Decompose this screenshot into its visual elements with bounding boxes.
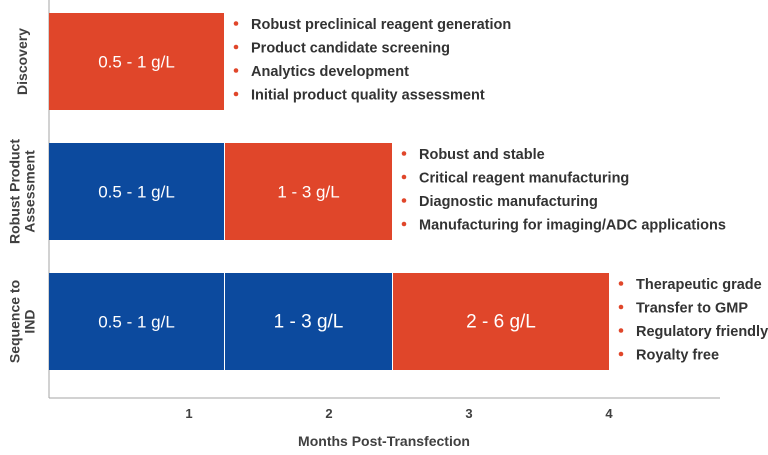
row-label: Robust ProductAssessment (7, 139, 38, 244)
bar-segment-completed (49, 273, 224, 370)
bar-segment-label: 0.5 - 1 g/L (98, 313, 175, 332)
bullet-item: Analytics development (251, 64, 409, 80)
x-tick-labels: 1 2 3 4 (185, 406, 613, 421)
x-axis-title: Months Post-Transfection (298, 433, 470, 449)
bullet-item: Transfer to GMP (636, 301, 748, 317)
x-tick-label: 3 (465, 406, 472, 421)
bar-segment-label: 0.5 - 1 g/L (98, 53, 175, 72)
bar-segment-current (393, 273, 609, 370)
row-labels: Discovery Robust ProductAssessment Sequenc… (7, 28, 38, 363)
bar-segment-completed (225, 273, 392, 370)
bullet-dot (618, 304, 624, 310)
bullet-dot (233, 91, 239, 97)
bullet-dot (401, 221, 407, 227)
x-tick-label: 4 (605, 406, 613, 421)
bullet-lists: Robust preclinical reagent generation Pro… (233, 17, 768, 364)
bar-segment-completed (49, 143, 224, 240)
bar-segment-label: 1 - 3 g/L (274, 312, 344, 333)
bullet-item: Regulatory friendly (636, 324, 768, 340)
bullet-dot (233, 44, 239, 50)
bullet-item: Initial product quality assessment (251, 88, 485, 104)
bars-group: 0.5 - 1 g/L 0.5 - 1 g/L 1 - 3 g/L 0.5 - 1 g… (49, 13, 609, 370)
bullet-dot (618, 281, 624, 286)
bullet-item: Robust and stable (419, 147, 545, 163)
row-label: Discovery (14, 28, 30, 95)
bullet-dot (233, 21, 239, 26)
bullet-item: Robust preclinical reagent generation (251, 17, 511, 33)
x-tick-label: 2 (325, 406, 332, 421)
bullet-item: Therapeutic grade (636, 277, 762, 293)
bullet-item: Critical reagent manufacturing (419, 171, 629, 187)
bullet-dot (401, 151, 407, 156)
row-label: Sequence toIND (7, 280, 38, 363)
bar-segment-label: 1 - 3 g/L (277, 183, 339, 202)
bullet-dot (233, 68, 239, 73)
bullet-dot (618, 328, 624, 333)
bar-segment-label: 0.5 - 1 g/L (98, 183, 175, 202)
bullet-item: Royalty free (636, 348, 719, 364)
bullet-item: Product candidate screening (251, 41, 450, 57)
bar-segment-current (225, 143, 392, 240)
bar-segment-current (49, 13, 224, 110)
bullet-dot (618, 351, 624, 357)
bullet-item: Diagnostic manufacturing (419, 194, 598, 210)
bullet-dot (401, 198, 407, 203)
bullet-dot (401, 174, 407, 180)
bar-segment-label: 2 - 6 g/L (466, 312, 536, 333)
x-tick-label: 1 (185, 406, 192, 421)
bullet-item: Manufacturing for imaging/ADC applicatio… (419, 218, 726, 234)
